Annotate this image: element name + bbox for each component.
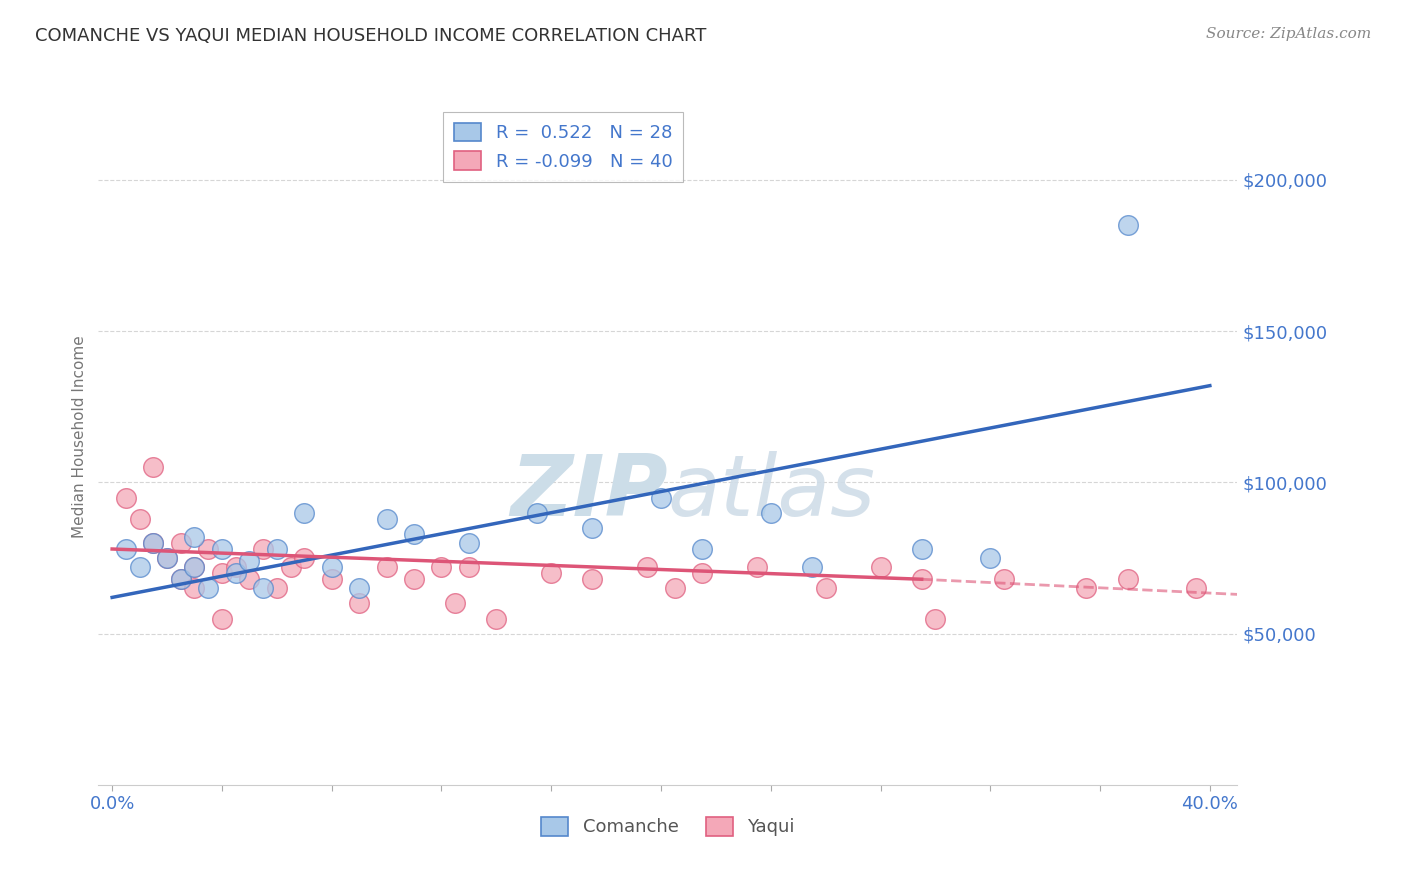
Point — [457, 536, 479, 550]
Point — [444, 597, 467, 611]
Point — [211, 566, 233, 581]
Point — [183, 560, 205, 574]
Point — [292, 506, 315, 520]
Point — [375, 512, 398, 526]
Point — [1116, 572, 1139, 586]
Point — [128, 512, 150, 526]
Point — [156, 551, 179, 566]
Point — [650, 491, 672, 505]
Point — [1076, 582, 1098, 596]
Point — [375, 560, 398, 574]
Point — [540, 566, 562, 581]
Point — [581, 521, 603, 535]
Point — [225, 566, 247, 581]
Point — [402, 572, 425, 586]
Point — [1185, 582, 1208, 596]
Point — [170, 536, 193, 550]
Point — [814, 582, 837, 596]
Point — [979, 551, 1001, 566]
Point — [759, 506, 782, 520]
Point — [292, 551, 315, 566]
Text: atlas: atlas — [668, 451, 876, 534]
Point — [869, 560, 891, 574]
Point — [457, 560, 479, 574]
Point — [321, 572, 343, 586]
Point — [252, 541, 274, 556]
Point — [183, 530, 205, 544]
Point — [664, 582, 686, 596]
Point — [142, 536, 165, 550]
Point — [430, 560, 453, 574]
Point — [745, 560, 768, 574]
Point — [321, 560, 343, 574]
Y-axis label: Median Household Income: Median Household Income — [72, 335, 87, 539]
Point — [347, 597, 370, 611]
Point — [581, 572, 603, 586]
Point — [225, 560, 247, 574]
Point — [115, 491, 138, 505]
Point — [690, 541, 713, 556]
Point — [800, 560, 823, 574]
Text: ZIP: ZIP — [510, 451, 668, 534]
Point — [993, 572, 1015, 586]
Point — [526, 506, 548, 520]
Point — [1116, 219, 1139, 233]
Point — [211, 611, 233, 625]
Point — [252, 582, 274, 596]
Point — [266, 541, 288, 556]
Point — [911, 572, 934, 586]
Point — [238, 572, 260, 586]
Legend: Comanche, Yaqui: Comanche, Yaqui — [531, 808, 804, 846]
Point — [636, 560, 658, 574]
Point — [690, 566, 713, 581]
Point — [197, 541, 219, 556]
Point — [183, 560, 205, 574]
Point — [128, 560, 150, 574]
Text: COMANCHE VS YAQUI MEDIAN HOUSEHOLD INCOME CORRELATION CHART: COMANCHE VS YAQUI MEDIAN HOUSEHOLD INCOM… — [35, 27, 707, 45]
Point — [170, 572, 193, 586]
Point — [211, 541, 233, 556]
Point — [115, 541, 138, 556]
Point — [197, 582, 219, 596]
Point — [142, 536, 165, 550]
Point — [238, 554, 260, 568]
Point — [911, 541, 934, 556]
Point — [924, 611, 946, 625]
Point — [142, 460, 165, 475]
Point — [280, 560, 302, 574]
Point — [347, 582, 370, 596]
Point — [183, 582, 205, 596]
Point — [170, 572, 193, 586]
Text: Source: ZipAtlas.com: Source: ZipAtlas.com — [1205, 27, 1371, 41]
Point — [266, 582, 288, 596]
Point — [485, 611, 508, 625]
Point — [402, 527, 425, 541]
Point — [156, 551, 179, 566]
